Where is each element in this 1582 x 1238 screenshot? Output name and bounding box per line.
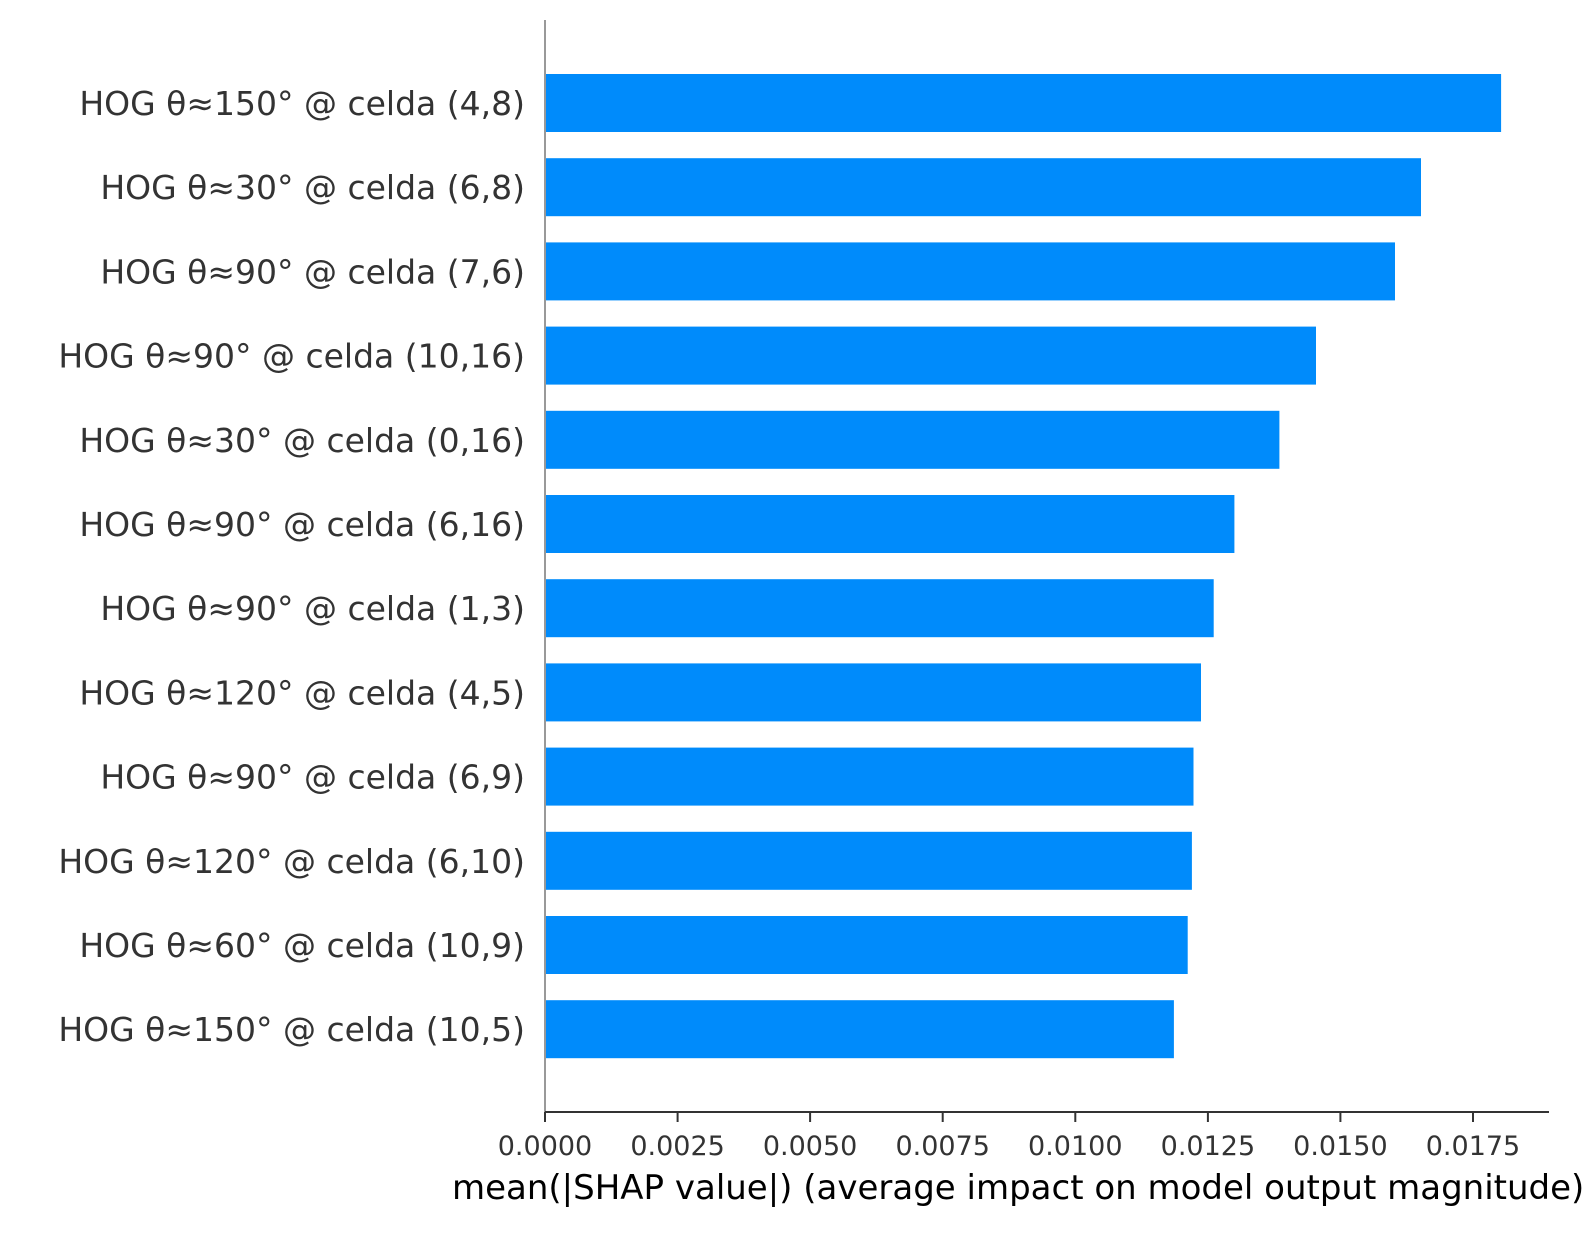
bar [545, 158, 1421, 217]
bar [545, 916, 1188, 974]
y-tick-label: HOG θ≈120° @ celda (6,10) [58, 842, 525, 881]
y-tick-label: HOG θ≈120° @ celda (4,5) [79, 673, 525, 712]
bar [545, 495, 1235, 553]
bars [545, 74, 1502, 1059]
y-tick-label: HOG θ≈90° @ celda (10,16) [58, 337, 525, 376]
bar [545, 579, 1214, 638]
bar [545, 1000, 1174, 1059]
x-tick-label: 0.0000 [498, 1131, 592, 1162]
y-tick-label: HOG θ≈90° @ celda (7,6) [100, 252, 525, 291]
bar [545, 831, 1192, 890]
x-tick-label: 0.0150 [1293, 1131, 1387, 1162]
y-tick-labels: HOG θ≈150° @ celda (4,8) HOG θ≈30° @ celd… [58, 84, 525, 1049]
x-tick-label: 0.0075 [895, 1131, 989, 1162]
x-tick-label: 0.0025 [630, 1131, 724, 1162]
bar [545, 747, 1194, 806]
bar [545, 326, 1316, 385]
y-tick-label: HOG θ≈150° @ celda (4,8) [79, 84, 525, 123]
x-tick-label: 0.0175 [1426, 1131, 1520, 1162]
y-tick-label: HOG θ≈90° @ celda (6,16) [79, 505, 525, 544]
x-tick-label: 0.0050 [763, 1131, 857, 1162]
x-tick-label: 0.0125 [1161, 1131, 1255, 1162]
bar [545, 242, 1395, 301]
x-tick-label: 0.0100 [1028, 1131, 1122, 1162]
x-axis-title: mean(|SHAP value|) (average impact on mo… [452, 1168, 1582, 1208]
bar [545, 663, 1201, 722]
bar [545, 74, 1502, 132]
y-tick-label: HOG θ≈60° @ celda (10,9) [79, 926, 525, 965]
x-ticks: 0.0000 0.0025 0.0050 0.0075 0.0100 0.0125 0.01… [498, 1112, 1520, 1162]
y-tick-label: HOG θ≈90° @ celda (6,9) [100, 758, 525, 797]
y-tick-label: HOG θ≈30° @ celda (0,16) [79, 421, 525, 460]
y-tick-label: HOG θ≈150° @ celda (10,5) [58, 1010, 525, 1049]
y-tick-label: HOG θ≈90° @ celda (1,3) [100, 589, 525, 628]
bar [545, 410, 1280, 469]
y-tick-label: HOG θ≈30° @ celda (6,8) [100, 168, 525, 207]
